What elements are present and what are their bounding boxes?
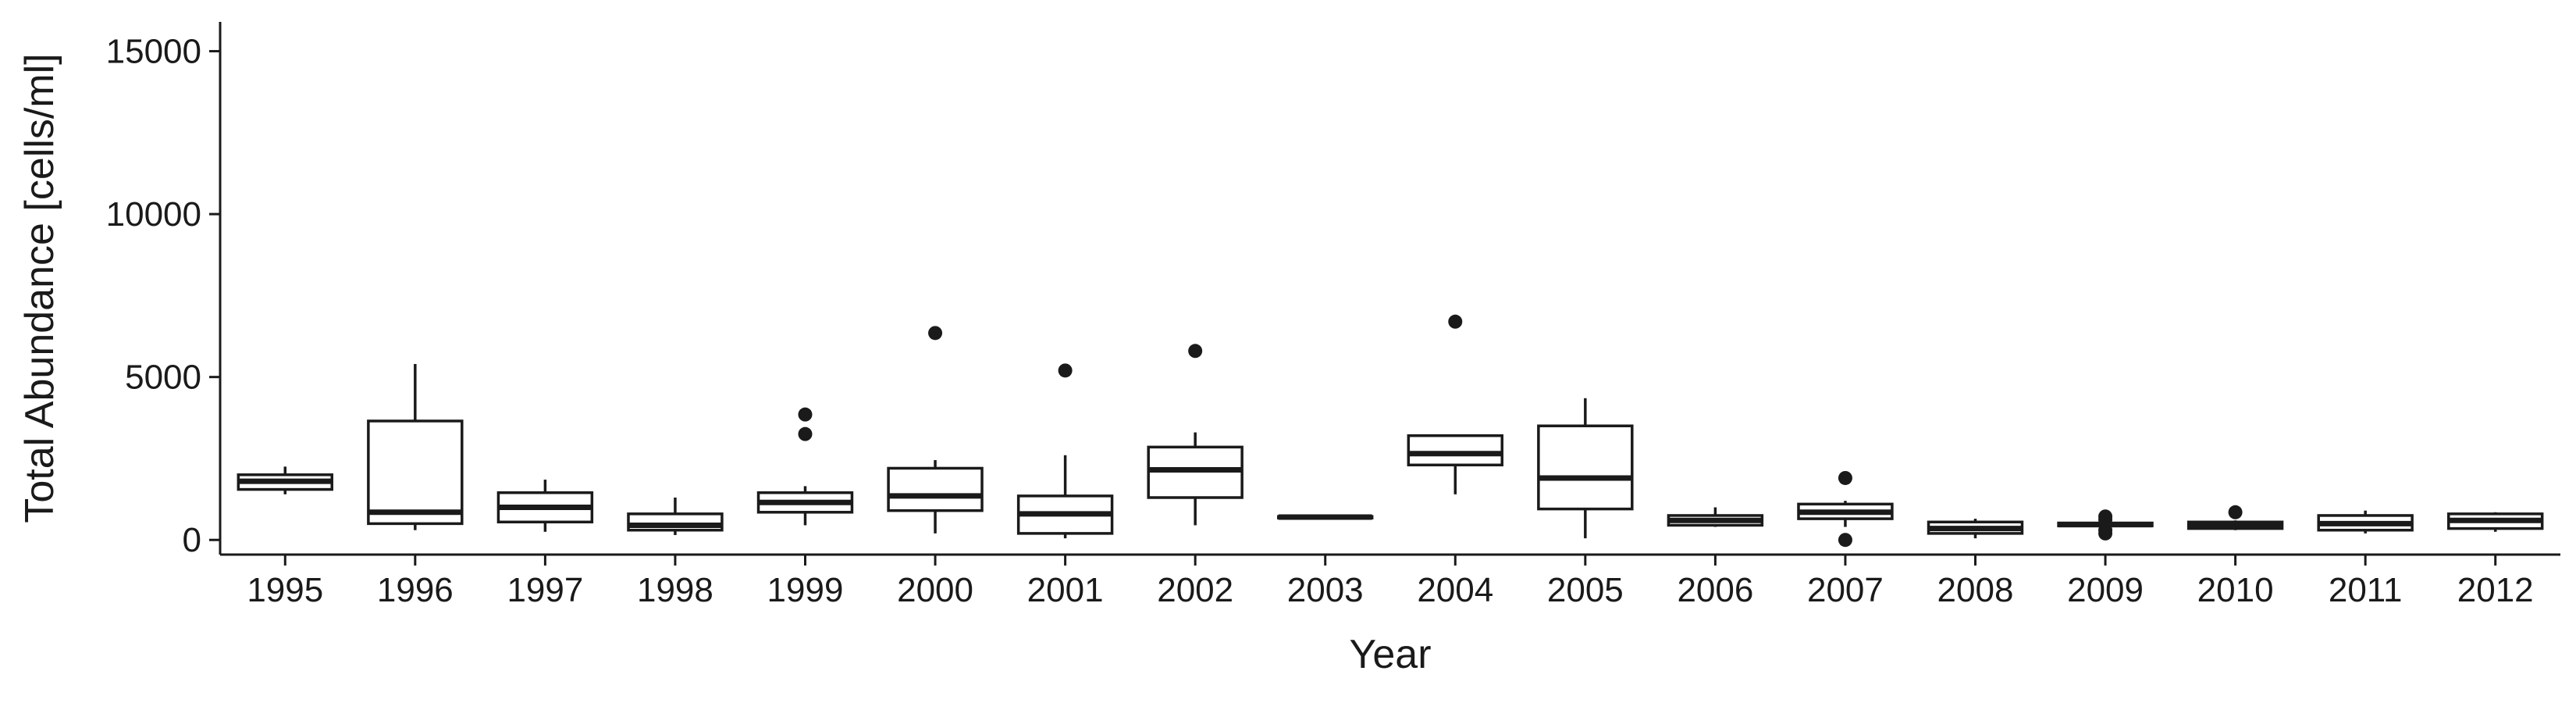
x-tick-label: 2008	[1937, 571, 2014, 609]
x-tick-label: 2012	[2457, 571, 2534, 609]
outlier-point	[928, 326, 943, 341]
iqr-box	[1537, 424, 1634, 511]
box-group-2008	[1927, 519, 2024, 539]
x-tick-label: 2011	[2329, 571, 2403, 609]
outlier-point	[798, 407, 813, 422]
outlier-point	[2228, 505, 2243, 519]
x-tick-label: 2009	[2067, 571, 2144, 609]
x-tick-label: 1999	[767, 571, 844, 609]
outlier-point	[1838, 470, 1852, 485]
y-tick-label: 5000	[125, 359, 201, 397]
x-tick-label: 1997	[507, 571, 583, 609]
box-group-1999	[756, 407, 854, 526]
outlier-point	[1838, 533, 1852, 548]
box-group-2005	[1537, 398, 1634, 539]
x-tick-label: 2006	[1677, 571, 1753, 609]
x-tick-label: 2004	[1417, 571, 1493, 609]
x-tick-label: 2007	[1807, 571, 1884, 609]
x-tick-label: 2002	[1157, 571, 1233, 609]
box-group-2000	[887, 326, 984, 533]
box-group-1995	[237, 466, 333, 494]
box-group-2009	[2057, 509, 2154, 541]
iqr-box	[367, 419, 464, 526]
outlier-point	[1188, 344, 1203, 359]
box-group-2011	[2317, 510, 2414, 533]
outlier-point	[2098, 509, 2113, 524]
box-group-1996	[367, 363, 464, 530]
plot-layer	[237, 314, 2544, 548]
y-axis-title: Total Abundance [cells/ml]	[17, 53, 62, 523]
x-tick-label: 1995	[247, 571, 323, 609]
box-group-2002	[1147, 344, 1244, 526]
x-axis-title: Year	[1349, 632, 1431, 677]
x-axis-ticks: 1995 1996 1997 1998 1999 2000 2001 2002 2003 2004…	[247, 555, 2534, 609]
outlier-point	[798, 426, 813, 441]
outlier-point	[2098, 523, 2113, 537]
x-tick-label: 2000	[897, 571, 973, 609]
box-group-2003	[1277, 514, 1374, 520]
iqr-box	[1407, 434, 1503, 467]
x-tick-label: 2001	[1027, 571, 1104, 609]
y-tick-label: 15000	[106, 33, 201, 71]
y-tick-label: 0	[183, 521, 201, 559]
x-tick-label: 1998	[637, 571, 713, 609]
y-tick-label: 10000	[106, 195, 201, 234]
box-group-2004	[1407, 314, 1503, 494]
iqr-box	[887, 466, 984, 512]
x-tick-label: 2005	[1547, 571, 1624, 609]
x-tick-label: 2003	[1287, 571, 1364, 609]
x-tick-label: 1996	[377, 571, 454, 609]
box-group-1998	[627, 498, 724, 535]
box-group-2001	[1016, 363, 1114, 539]
outlier-point	[1058, 363, 1073, 378]
box-group-2012	[2447, 512, 2544, 532]
x-tick-label: 2010	[2197, 571, 2274, 609]
box-group-2007	[1797, 470, 1894, 548]
box-group-1997	[496, 480, 594, 532]
outlier-point	[1448, 314, 1463, 329]
box-group-2006	[1667, 507, 1764, 527]
box-group-2010	[2186, 505, 2284, 530]
y-axis-ticks: 0 5000 10000 15000	[106, 33, 220, 559]
